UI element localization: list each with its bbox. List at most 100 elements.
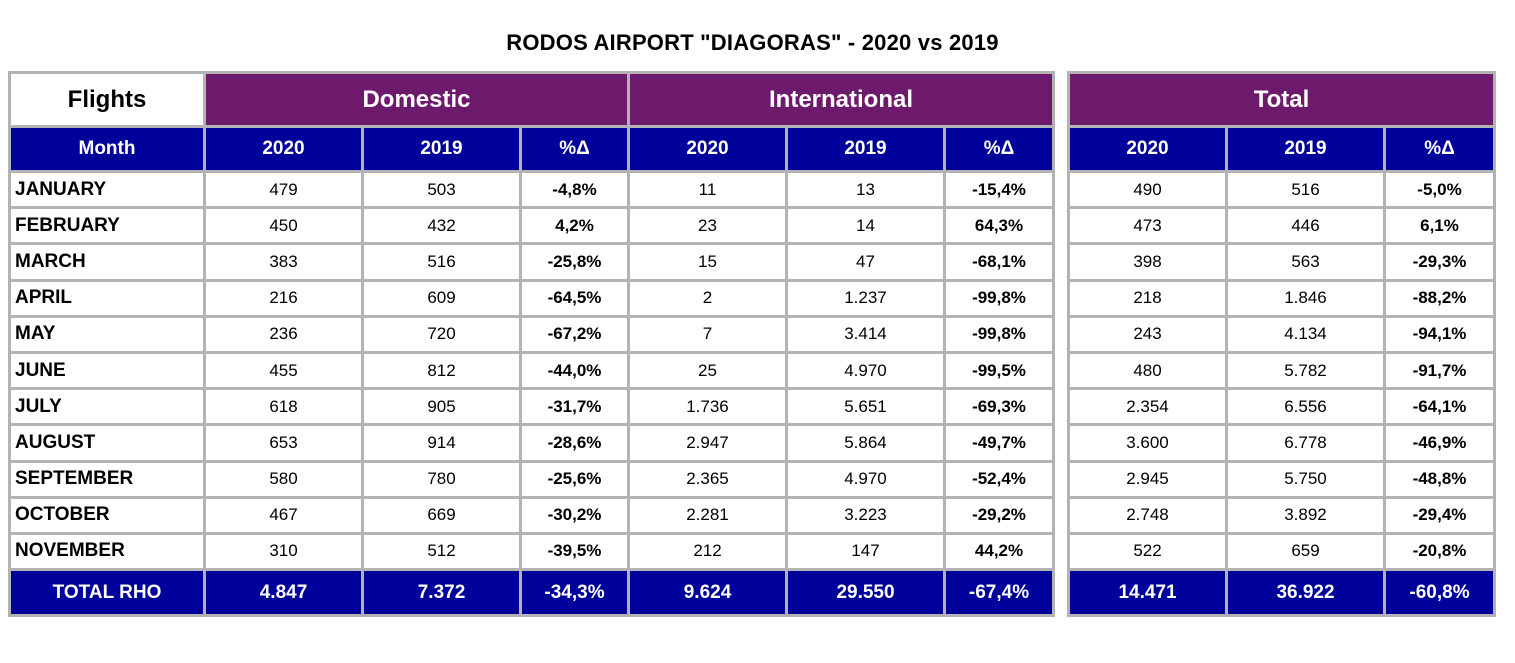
domestic-2020-cell: 310 <box>206 534 364 572</box>
domestic-2020-cell: 653 <box>206 426 364 463</box>
table-row: 2.354 6.556 -64,1% <box>1070 390 1496 427</box>
total-pct-cell: -91,7% <box>1386 353 1496 391</box>
total-pct-cell: -88,2% <box>1386 281 1496 318</box>
international-2020-cell: 7 <box>630 317 788 354</box>
total-2019-cell: 6.778 <box>1228 426 1386 463</box>
table-row: 218 1.846 -88,2% <box>1070 281 1496 318</box>
domestic-2019-cell: 905 <box>364 390 522 427</box>
international-2019-cell: 14 <box>788 209 946 246</box>
total-pct-cell: -94,1% <box>1386 317 1496 354</box>
international-2019-cell: 1.237 <box>788 281 946 318</box>
domestic-2020-cell: 580 <box>206 462 364 499</box>
international-pct-cell: 64,3% <box>946 209 1056 246</box>
total-2019-cell: 1.846 <box>1228 281 1386 318</box>
total-2020-cell: 473 <box>1070 209 1228 246</box>
total-domestic-pct: -34,3% <box>522 571 630 618</box>
domestic-pct-cell: -67,2% <box>522 317 630 354</box>
international-2020-cell: 25 <box>630 353 788 391</box>
total-international-pct: -67,4% <box>946 571 1056 618</box>
international-2019-cell: 3.414 <box>788 317 946 354</box>
international-2020-cell: 11 <box>630 173 788 210</box>
domestic-international-table: Flights Domestic International Month 202… <box>8 71 1056 618</box>
total-2020-cell: 398 <box>1070 245 1228 282</box>
international-2019-cell: 5.864 <box>788 426 946 463</box>
domestic-2019-cell: 609 <box>364 281 522 318</box>
international-2020-cell: 15 <box>630 245 788 282</box>
international-2020-cell: 212 <box>630 534 788 572</box>
total-header: Total <box>1070 74 1496 128</box>
domestic-2020-cell: 450 <box>206 209 364 246</box>
international-2020-cell: 23 <box>630 209 788 246</box>
table-row: AUGUST 653 914 -28,6% 2.947 5.864 -49,7% <box>11 426 1056 463</box>
month-cell: OCTOBER <box>11 498 206 535</box>
domestic-pct-cell: -25,8% <box>522 245 630 282</box>
international-2019-cell: 147 <box>788 534 946 572</box>
international-2019-cell: 5.651 <box>788 390 946 427</box>
grand-total-2019: 36.922 <box>1228 571 1386 618</box>
total-domestic-2019: 7.372 <box>364 571 522 618</box>
month-cell: JUNE <box>11 353 206 391</box>
domestic-pct-header: %Δ <box>522 128 630 173</box>
month-cell: APRIL <box>11 281 206 318</box>
international-2020-cell: 2.281 <box>630 498 788 535</box>
international-2019-cell: 3.223 <box>788 498 946 535</box>
month-header: Month <box>11 128 206 173</box>
total-pct-header: %Δ <box>1386 128 1496 173</box>
total-2020-cell: 3.600 <box>1070 426 1228 463</box>
total-label: TOTAL RHO <box>11 571 206 618</box>
international-2020-cell: 2.947 <box>630 426 788 463</box>
international-2019-header: 2019 <box>788 128 946 173</box>
table-row: 3.600 6.778 -46,9% <box>1070 426 1496 463</box>
total-2019-cell: 5.750 <box>1228 462 1386 499</box>
domestic-2019-cell: 503 <box>364 173 522 210</box>
total-international-2020: 9.624 <box>630 571 788 618</box>
table-row: NOVEMBER 310 512 -39,5% 212 147 44,2% <box>11 534 1056 572</box>
international-header: International <box>630 74 1056 128</box>
international-2020-cell: 2.365 <box>630 462 788 499</box>
month-cell: AUGUST <box>11 426 206 463</box>
international-2019-cell: 13 <box>788 173 946 210</box>
total-domestic-2020: 4.847 <box>206 571 364 618</box>
total-table: Total 2020 2019 %Δ 490 516 -5,0% 473 446 6,1%… <box>1067 71 1496 618</box>
total-pct-cell: -29,3% <box>1386 245 1496 282</box>
table-row: 480 5.782 -91,7% <box>1070 353 1496 391</box>
month-cell: MAY <box>11 317 206 354</box>
total-pct-cell: -48,8% <box>1386 462 1496 499</box>
total-pct-cell: -5,0% <box>1386 173 1496 210</box>
total-2019-cell: 6.556 <box>1228 390 1386 427</box>
total-row: TOTAL RHO 4.847 7.372 -34,3% 9.624 29.55… <box>11 571 1056 618</box>
domestic-2020-cell: 216 <box>206 281 364 318</box>
total-2020-cell: 2.945 <box>1070 462 1228 499</box>
international-2020-cell: 1.736 <box>630 390 788 427</box>
domestic-2019-cell: 914 <box>364 426 522 463</box>
domestic-2019-cell: 669 <box>364 498 522 535</box>
total-pct-cell: -20,8% <box>1386 534 1496 572</box>
total-2019-cell: 563 <box>1228 245 1386 282</box>
total-2020-cell: 480 <box>1070 353 1228 391</box>
domestic-2020-header: 2020 <box>206 128 364 173</box>
domestic-2019-cell: 512 <box>364 534 522 572</box>
international-pct-cell: 44,2% <box>946 534 1056 572</box>
total-2019-header: 2019 <box>1228 128 1386 173</box>
international-pct-cell: -15,4% <box>946 173 1056 210</box>
grand-total-2020: 14.471 <box>1070 571 1228 618</box>
international-2019-cell: 4.970 <box>788 462 946 499</box>
total-row: 14.471 36.922 -60,8% <box>1070 571 1496 618</box>
total-pct-cell: -64,1% <box>1386 390 1496 427</box>
domestic-2020-cell: 618 <box>206 390 364 427</box>
total-2020-cell: 218 <box>1070 281 1228 318</box>
domestic-pct-cell: -31,7% <box>522 390 630 427</box>
domestic-pct-cell: -28,6% <box>522 426 630 463</box>
international-2019-cell: 4.970 <box>788 353 946 391</box>
month-cell: JULY <box>11 390 206 427</box>
total-2020-cell: 2.354 <box>1070 390 1228 427</box>
domestic-2020-cell: 455 <box>206 353 364 391</box>
international-2020-header: 2020 <box>630 128 788 173</box>
domestic-2019-cell: 516 <box>364 245 522 282</box>
international-pct-cell: -99,5% <box>946 353 1056 391</box>
total-2020-cell: 243 <box>1070 317 1228 354</box>
total-2019-cell: 5.782 <box>1228 353 1386 391</box>
table-row: MAY 236 720 -67,2% 7 3.414 -99,8% <box>11 317 1056 354</box>
international-pct-cell: -52,4% <box>946 462 1056 499</box>
domestic-2019-header: 2019 <box>364 128 522 173</box>
